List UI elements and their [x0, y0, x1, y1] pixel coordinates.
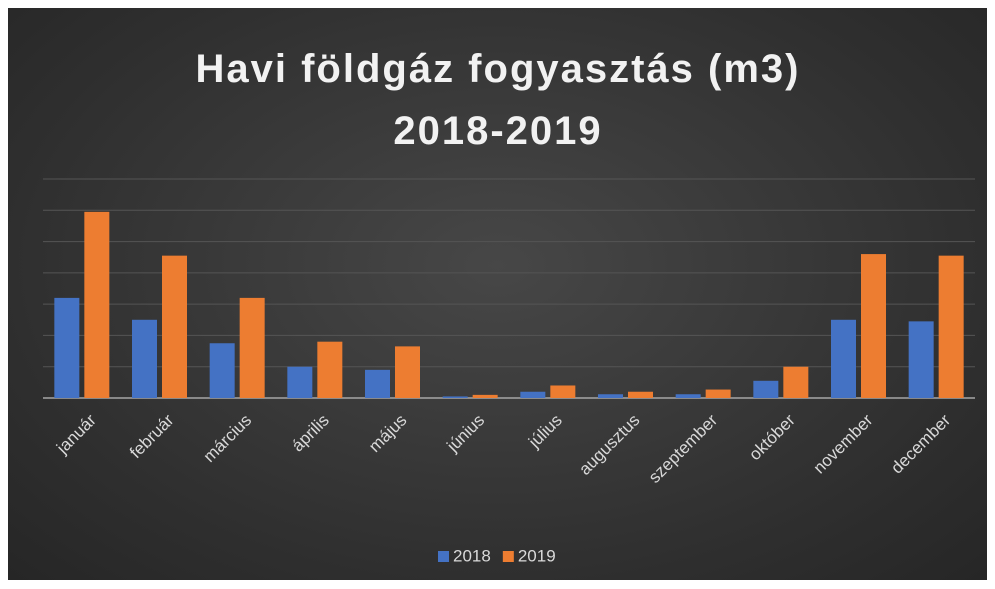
bar [317, 341, 343, 398]
x-tick-label: január [52, 410, 100, 458]
legend-label: 2018 [453, 546, 491, 565]
bar [395, 346, 420, 398]
chart-area: január február március április május június jú… [8, 8, 987, 580]
legend-label: 2019 [518, 546, 556, 565]
x-tick-label: február [126, 410, 178, 462]
bar [132, 319, 157, 398]
x-tick-label: június [443, 411, 489, 457]
bar [753, 380, 779, 398]
bar [938, 255, 964, 398]
x-tick-label: augusztus [575, 411, 643, 479]
x-tick-label: november [810, 410, 877, 477]
bar [209, 343, 235, 398]
legend-swatch [502, 551, 514, 562]
x-tick-label: október [745, 410, 799, 464]
x-tick-label: szeptember [645, 410, 721, 486]
bar [831, 319, 856, 398]
bar [783, 366, 809, 398]
bar [365, 369, 390, 398]
bar [84, 211, 110, 398]
bar [472, 394, 498, 398]
bar [861, 254, 886, 398]
x-tick-label: július [524, 411, 566, 453]
chart-title: Havi földgáz fogyasztás (m3) 2018-2019 [195, 47, 801, 153]
x-tick-label: május [365, 411, 411, 457]
bar [705, 389, 731, 398]
x-tick-label: december [887, 410, 954, 477]
bar [287, 366, 313, 398]
bar [550, 385, 576, 398]
bar [442, 396, 468, 398]
x-tick-label: április [288, 411, 333, 456]
bar [675, 394, 701, 398]
bar [54, 297, 80, 398]
bar [239, 297, 265, 398]
bar [162, 255, 187, 398]
x-tick-label: március [200, 411, 256, 467]
bar [628, 391, 653, 398]
bar [520, 391, 546, 398]
bar [598, 394, 623, 398]
chart: január február március április május június jú… [43, 178, 975, 565]
legend-swatch [438, 551, 449, 562]
bar [908, 321, 934, 398]
